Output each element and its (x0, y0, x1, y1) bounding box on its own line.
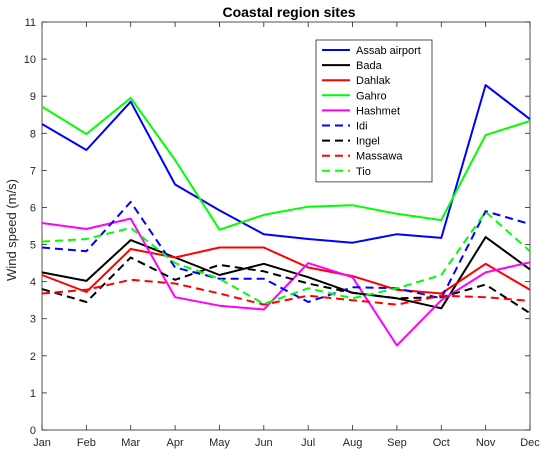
series-line-dahlak (41, 246, 531, 295)
series-line-ingel (41, 256, 531, 315)
x-tick-label: Mar (121, 437, 140, 449)
x-tick-label: Sep (387, 437, 407, 449)
x-tick-label: Aug (343, 437, 363, 449)
series-line-massawa (41, 278, 531, 306)
x-tick-label: Nov (476, 437, 496, 449)
x-tick-label: Jun (255, 437, 273, 449)
legend-label: Ingel (356, 136, 380, 148)
legend: Assab airport Bada Dahlak Gahro Hashmet Idi In… (315, 39, 433, 183)
x-tick-label: Apr (167, 437, 184, 449)
x-tick-label: Jul (301, 437, 315, 449)
legend-label: Hashmet (356, 105, 400, 117)
legend-label: Dahlak (356, 75, 391, 87)
y-tick-label: 7 (30, 165, 36, 177)
y-tick-label: 5 (30, 240, 36, 252)
series-line-hashmet (41, 217, 531, 347)
chart-title: Coastal region sites (222, 4, 355, 20)
y-tick-label: 4 (30, 277, 36, 289)
legend-label: Bada (356, 60, 383, 72)
legend-label: Gahro (356, 90, 387, 102)
series-line-assab-airport (41, 84, 531, 244)
x-tick-label: Feb (77, 437, 96, 449)
y-tick-label: 2 (30, 351, 36, 363)
y-tick-label: 11 (25, 17, 36, 29)
y-axis-label: Wind speed (m/s) (4, 179, 19, 281)
y-tick-label: 9 (30, 91, 36, 103)
legend-label: Assab airport (356, 45, 421, 57)
x-tick-label: Jan (33, 437, 51, 449)
series-line-gahro (41, 97, 531, 231)
y-tick-label: 8 (30, 128, 36, 140)
legend-label: Tio (356, 166, 371, 178)
plot-area: 0 1 2 3 4 5 6 7 8 9 10 11 Jan Feb Mar Apr May Jun Jul Aug Se… (24, 17, 541, 449)
axes-box (41, 21, 531, 431)
y-tick-label: 1 (30, 388, 36, 400)
x-tick-label: Oct (433, 437, 450, 449)
series-line-tio (41, 210, 531, 305)
x-tick-label: May (209, 437, 230, 449)
y-tick-label: 6 (30, 202, 36, 214)
y-tick-label: 0 (30, 425, 36, 437)
x-tick-label: Dec (520, 437, 540, 449)
legend-label: Massawa (356, 151, 403, 163)
series-line-idi (41, 200, 531, 303)
y-tick-label: 3 (30, 314, 36, 326)
y-tick-label: 10 (24, 54, 36, 66)
legend-label: Idi (356, 121, 368, 133)
